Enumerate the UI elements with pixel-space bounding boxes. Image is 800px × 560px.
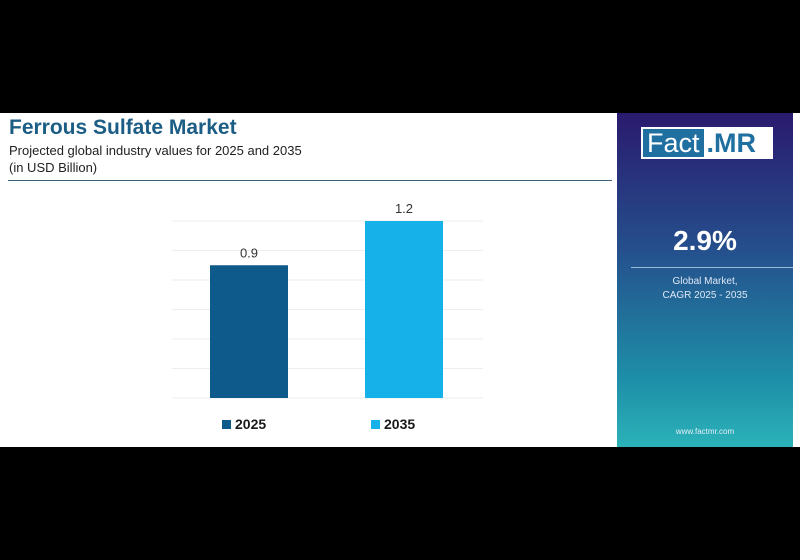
cagr-line2: CAGR 2025 - 2035	[662, 290, 748, 301]
website-link[interactable]: www.factmr.com	[675, 427, 735, 436]
subtitle-text: Projected global industry values for 202…	[9, 143, 302, 158]
legend-swatch	[222, 420, 231, 429]
unit-text: (in USD Billion)	[9, 160, 98, 175]
panel-divider	[631, 267, 793, 268]
chart-subtitle: Projected global industry values for 202…	[9, 142, 302, 176]
side-panel: Fact .MR 2.9% Global Market, CAGR 2025 -…	[617, 113, 793, 447]
logo-mr: .MR	[706, 127, 757, 158]
header-divider	[8, 180, 612, 181]
chart-title: Ferrous Sulfate Market	[9, 116, 237, 139]
data-label: 1.2	[395, 201, 413, 216]
data-label: 0.9	[240, 245, 258, 260]
cagr-line1: Global Market,	[672, 276, 738, 287]
cagr-description: Global Market, CAGR 2025 - 2035	[617, 275, 793, 303]
bar-2025	[210, 265, 288, 398]
legend-label: 2025	[235, 416, 266, 432]
cagr-value: 2.9%	[673, 225, 737, 256]
logo-fact: Fact	[643, 129, 704, 157]
factmr-logo: Fact .MR	[641, 127, 773, 159]
bar-chart: 0.9 2025 1.2 2035	[172, 201, 483, 432]
legend-label: 2035	[384, 416, 415, 432]
legend-swatch	[371, 420, 380, 429]
infographic-card: Ferrous Sulfate Market Projected global …	[0, 113, 800, 447]
bar-2035	[365, 221, 443, 398]
